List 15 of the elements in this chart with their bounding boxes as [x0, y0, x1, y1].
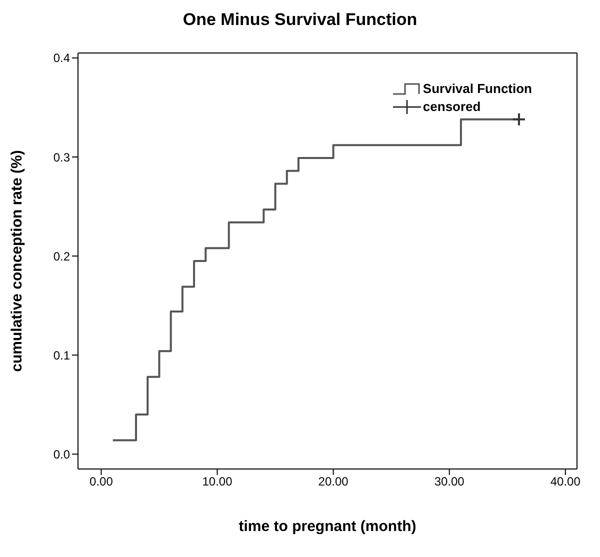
- x-axis-title: time to pregnant (month): [238, 518, 416, 535]
- legend-label: Survival Function: [422, 80, 532, 98]
- y-tick-label: 0.0: [53, 447, 70, 462]
- x-tick-label: 0.00: [90, 474, 114, 489]
- legend-label: censored: [422, 98, 481, 116]
- x-tick-label: 30.00: [434, 474, 465, 489]
- y-tick-label: 0.2: [53, 249, 70, 264]
- y-tick-label: 0.1: [53, 348, 70, 362]
- chart-title: One Minus Survival Function: [182, 10, 418, 30]
- x-tick-label: 40.00: [550, 474, 581, 489]
- y-tick-label: 0.3: [53, 150, 70, 164]
- x-tick-label: 20.00: [318, 474, 349, 489]
- x-tick-label: 10.00: [202, 474, 233, 489]
- y-tick-label: 0.4: [53, 51, 70, 66]
- y-axis-title: cumulative conception rate (%): [8, 150, 26, 372]
